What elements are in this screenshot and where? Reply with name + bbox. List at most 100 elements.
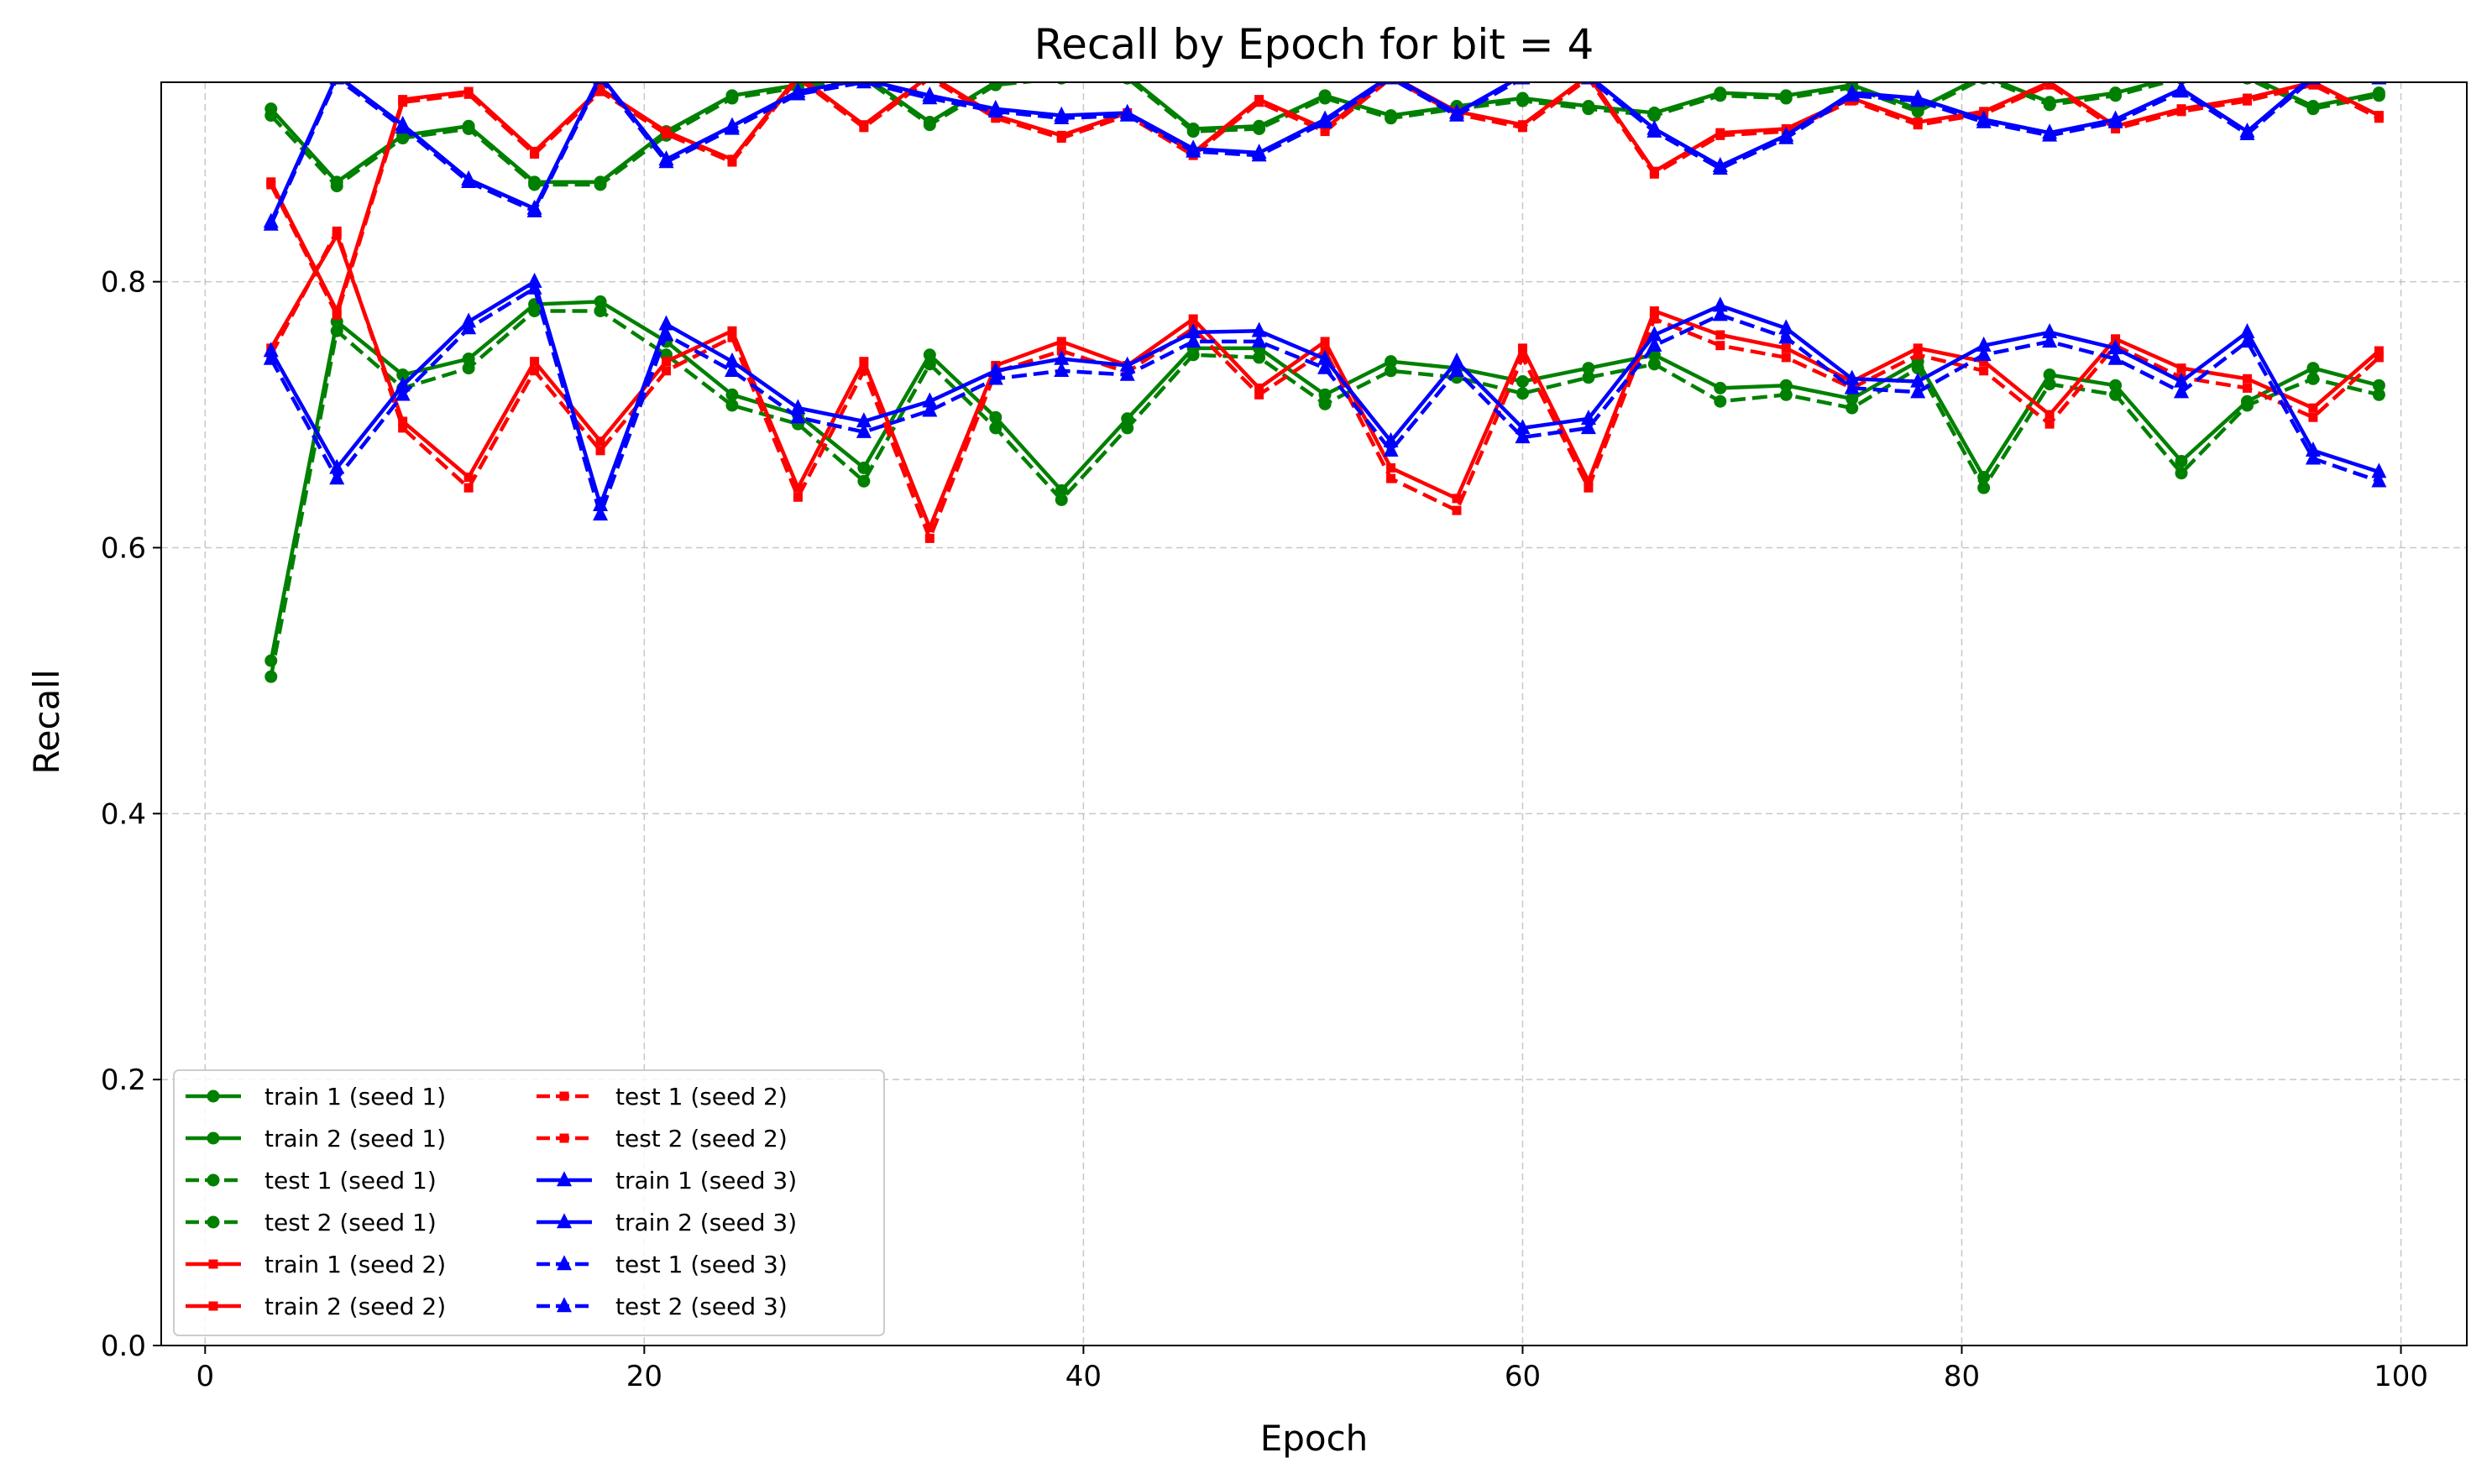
data-point — [594, 178, 607, 191]
data-point — [1714, 395, 1727, 408]
data-point — [856, 412, 872, 428]
data-point — [727, 332, 737, 342]
data-point — [1911, 362, 1924, 375]
legend-label: train 2 (seed 2) — [264, 1293, 446, 1320]
data-point — [1055, 493, 1068, 506]
data-point — [1452, 494, 1462, 504]
data-point — [1715, 330, 1725, 340]
data-point — [1385, 364, 1398, 378]
data-point — [859, 357, 869, 367]
data-point — [2044, 410, 2055, 420]
data-point — [395, 118, 411, 134]
data-point — [2306, 362, 2320, 375]
data-point — [263, 349, 279, 365]
data-point — [2374, 346, 2384, 356]
data-point — [727, 326, 737, 336]
data-point — [2374, 353, 2384, 363]
data-point — [1580, 419, 1596, 435]
data-point — [1712, 306, 1728, 321]
y-axis-label: Recall — [26, 669, 67, 774]
data-point — [1781, 353, 1791, 363]
data-point — [329, 458, 345, 474]
legend-swatch-marker — [557, 1171, 572, 1187]
data-point — [1979, 366, 1989, 376]
legend-item: train 2 (seed 2) — [186, 1293, 446, 1320]
data-point — [2308, 403, 2318, 413]
data-point — [1186, 323, 1202, 339]
data-point — [658, 315, 674, 331]
data-point — [1778, 319, 1794, 335]
data-point — [1119, 365, 1135, 381]
data-point — [1646, 336, 1662, 352]
data-point — [1976, 345, 1992, 361]
data-point — [1913, 120, 1923, 130]
legend-swatch-marker — [207, 1173, 220, 1187]
x-tick-label: 20 — [626, 1360, 662, 1393]
data-point — [2111, 123, 2121, 133]
data-point — [1121, 421, 1134, 435]
data-point — [2242, 96, 2252, 106]
data-point — [1913, 350, 1923, 360]
data-point — [2306, 102, 2320, 116]
grid-layer — [161, 82, 2467, 1346]
data-point — [1646, 122, 1662, 138]
data-point — [662, 129, 672, 139]
data-point — [1186, 332, 1202, 348]
data-point — [1254, 383, 1264, 393]
data-point — [923, 358, 936, 371]
data-point — [793, 492, 803, 502]
data-point — [987, 369, 1003, 385]
data-point — [1253, 122, 1266, 135]
data-point — [1317, 349, 1333, 365]
legend-item: test 2 (seed 2) — [537, 1125, 788, 1152]
data-point — [1386, 473, 1396, 483]
data-point — [264, 670, 278, 683]
data-point — [593, 505, 609, 521]
data-point — [1119, 106, 1135, 122]
data-point — [594, 304, 607, 317]
data-point — [1448, 106, 1464, 122]
series-test-1-seed-1 — [264, 82, 2385, 193]
legend-label: test 1 (seed 2) — [615, 1083, 788, 1110]
legend-item: train 2 (seed 3) — [537, 1209, 797, 1236]
data-point — [922, 89, 938, 105]
data-point — [1714, 381, 1727, 395]
data-point — [595, 86, 605, 97]
data-point — [263, 215, 279, 231]
legend-swatch-marker — [207, 1215, 220, 1229]
x-tick-label: 80 — [1944, 1360, 1980, 1393]
data-point — [1517, 123, 1527, 133]
data-point — [1318, 397, 1332, 410]
data-point — [264, 109, 278, 123]
data-point — [395, 376, 411, 392]
data-point — [1715, 130, 1725, 140]
plot-area-frame — [160, 81, 2468, 1346]
y-tick-label: 0.6 — [101, 531, 146, 565]
data-point — [2371, 462, 2387, 478]
y-tick-label: 0.8 — [101, 266, 146, 300]
data-point — [2239, 323, 2255, 339]
data-point — [332, 226, 342, 236]
data-point — [2044, 82, 2055, 90]
data-point — [2371, 472, 2387, 488]
series-test-2-seed-1 — [264, 304, 2385, 683]
legend-item: test 1 (seed 2) — [537, 1083, 788, 1110]
data-point — [1979, 357, 1989, 367]
legend-swatch-marker — [208, 1301, 218, 1311]
data-point — [1186, 142, 1202, 158]
series-train-2-seed-3 — [263, 272, 2387, 511]
data-point — [1913, 343, 1923, 353]
data-point — [1649, 314, 1659, 324]
data-point — [987, 102, 1003, 118]
data-point — [2305, 442, 2321, 457]
data-point — [2372, 89, 2385, 102]
data-point — [595, 436, 605, 447]
data-point — [1582, 371, 1595, 384]
data-point — [1516, 94, 1529, 107]
data-point — [1647, 358, 1661, 371]
data-point — [1910, 383, 1926, 399]
data-point — [2042, 126, 2058, 142]
data-point — [1119, 356, 1135, 372]
data-point — [2306, 372, 2320, 385]
data-point — [396, 132, 410, 145]
